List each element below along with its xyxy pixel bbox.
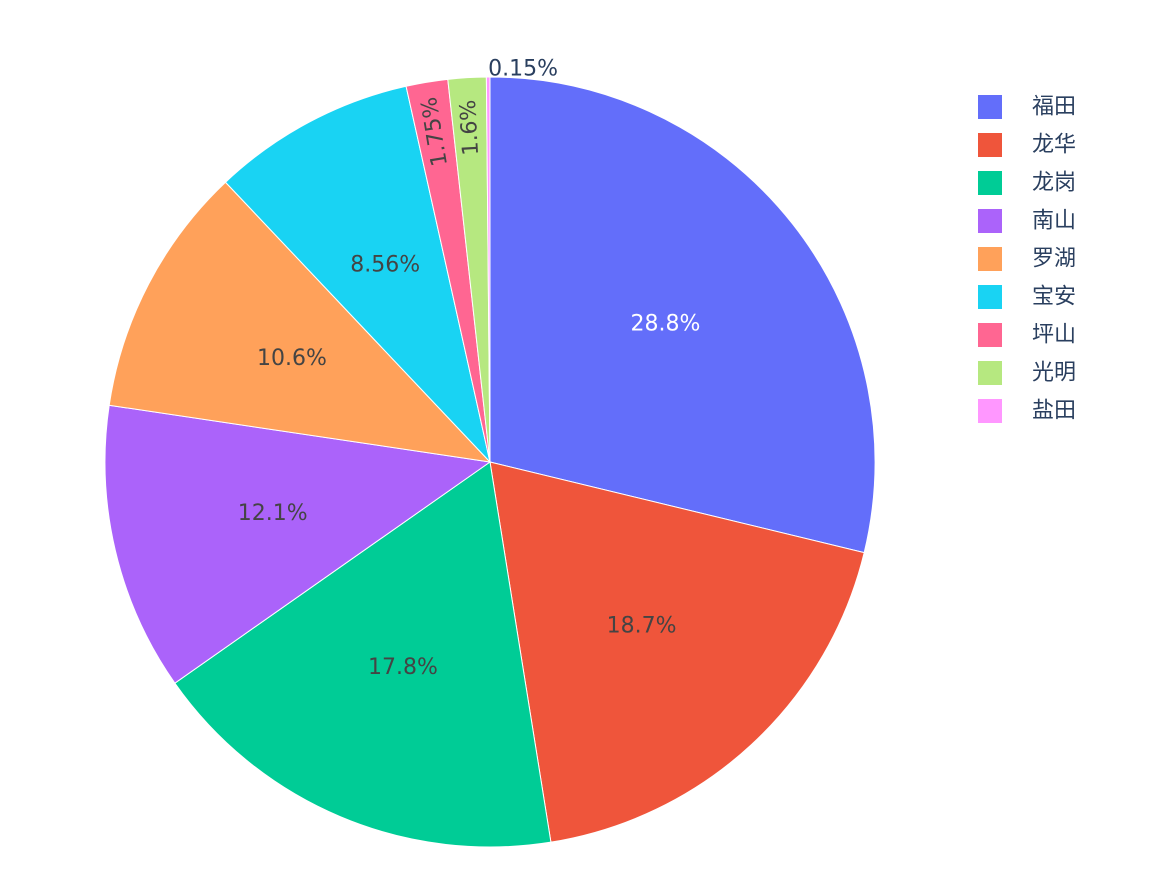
slice-percent-label: 12.1%: [238, 501, 308, 526]
pie-slice[interactable]: [224, 85, 491, 464]
pie-slice[interactable]: [108, 181, 492, 463]
legend-item[interactable]: 坪山: [978, 323, 1076, 348]
legend-item[interactable]: 福田: [978, 95, 1076, 120]
legend-label: 罗湖: [1032, 247, 1076, 272]
legend-swatch: [978, 171, 1002, 195]
legend-item[interactable]: 龙华: [978, 133, 1076, 158]
legend-label: 南山: [1032, 209, 1076, 234]
legend-swatch: [978, 95, 1002, 119]
legend-swatch: [978, 209, 1002, 233]
slice-percent-label: 1.6%: [456, 99, 484, 156]
legend-item[interactable]: 盐田: [978, 399, 1076, 424]
legend-swatch: [978, 361, 1002, 385]
legend-label: 福田: [1032, 95, 1076, 120]
pie-slice[interactable]: [489, 461, 865, 843]
legend-item[interactable]: 光明: [978, 361, 1076, 386]
legend-item[interactable]: 宝安: [978, 285, 1076, 310]
legend-swatch: [978, 399, 1002, 423]
legend-swatch: [978, 247, 1002, 271]
legend-swatch: [978, 133, 1002, 157]
legend-swatch: [978, 323, 1002, 347]
legend-item[interactable]: 南山: [978, 209, 1076, 234]
legend-label: 龙华: [1032, 133, 1076, 158]
slice-percent-label: 28.8%: [631, 311, 701, 336]
pie-slice[interactable]: [174, 461, 552, 848]
legend-swatch: [978, 285, 1002, 309]
pie-slice[interactable]: [489, 76, 876, 554]
slice-percent-label: 17.8%: [368, 655, 438, 680]
slice-percent-label: 10.6%: [257, 346, 327, 371]
legend-label: 盐田: [1032, 399, 1076, 424]
legend-label: 宝安: [1032, 285, 1076, 310]
slice-percent-label: 8.56%: [350, 252, 420, 277]
legend-label: 坪山: [1032, 323, 1076, 348]
legend-item[interactable]: 龙岗: [978, 171, 1076, 196]
legend-label: 龙岗: [1032, 171, 1076, 196]
slice-percent-label: 18.7%: [607, 614, 677, 639]
pie-slice[interactable]: [104, 404, 492, 684]
legend-item[interactable]: 罗湖: [978, 247, 1076, 272]
pie-slices: [104, 76, 876, 848]
slice-percent-label: 0.15%: [488, 57, 558, 82]
pie-slice[interactable]: [485, 76, 491, 463]
legend-label: 光明: [1032, 361, 1076, 386]
